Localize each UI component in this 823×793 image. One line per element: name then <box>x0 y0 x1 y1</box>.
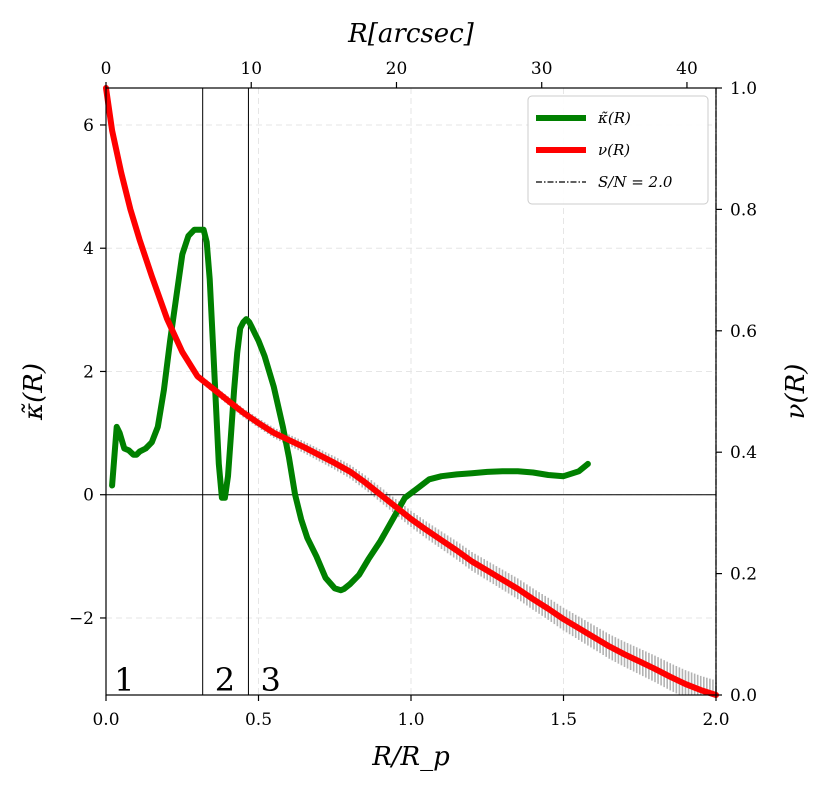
left-tick-label: 0 <box>83 486 94 506</box>
bottom-tick-label: 0.0 <box>92 710 119 730</box>
bottom-tick-label: 1.5 <box>550 710 577 730</box>
right-tick-label: 0.2 <box>730 565 757 585</box>
bottom-tick-label: 0.5 <box>245 710 272 730</box>
data-series <box>103 85 719 698</box>
kappa-line <box>109 226 591 594</box>
legend: κ̃(R) ν(R) S/N = 2.0 <box>527 95 709 205</box>
right-axis-label: ν(R) <box>781 364 811 420</box>
left-tick-label: 6 <box>83 116 94 136</box>
legend-box <box>527 95 709 205</box>
error-band <box>196 372 717 695</box>
region-label-1: 1 <box>114 661 134 699</box>
bottom-axis-label: R/R_p <box>371 742 450 772</box>
left-axis-label: κ̃(R) <box>19 363 49 421</box>
region-label-3: 3 <box>261 661 281 699</box>
axis-ticks: 0.0 0.5 1.0 1.5 2.0 0 10 20 30 40 −2 0 2 4 6 0.0 0.2 0.4 0… <box>69 59 757 730</box>
right-tick-label: 0.8 <box>730 200 757 220</box>
top-tick-label: 20 <box>386 59 408 79</box>
right-tick-label: 0.0 <box>730 686 757 706</box>
legend-label: S/N = 2.0 <box>598 173 673 191</box>
legend-label: κ̃(R) <box>597 109 631 127</box>
left-tick-label: 2 <box>83 362 94 382</box>
top-tick-label: 10 <box>240 59 262 79</box>
right-tick-label: 1.0 <box>730 79 757 99</box>
top-axis-label: R[arcsec] <box>347 19 475 49</box>
right-tick-label: 0.6 <box>730 322 757 342</box>
axis-labels: R[arcsec] R/R_p κ̃(R) ν(R) <box>19 19 811 772</box>
right-tick-label: 0.4 <box>730 443 757 463</box>
left-tick-label: 4 <box>83 239 94 259</box>
top-tick-label: 0 <box>101 59 112 79</box>
nu-line <box>103 85 719 698</box>
top-tick-label: 40 <box>676 59 698 79</box>
bottom-tick-label: 2.0 <box>702 710 729 730</box>
top-tick-label: 30 <box>531 59 553 79</box>
bottom-tick-label: 1.0 <box>397 710 424 730</box>
left-tick-label: −2 <box>69 609 94 629</box>
legend-label: ν(R) <box>598 141 630 159</box>
region-label-2: 2 <box>215 661 235 699</box>
